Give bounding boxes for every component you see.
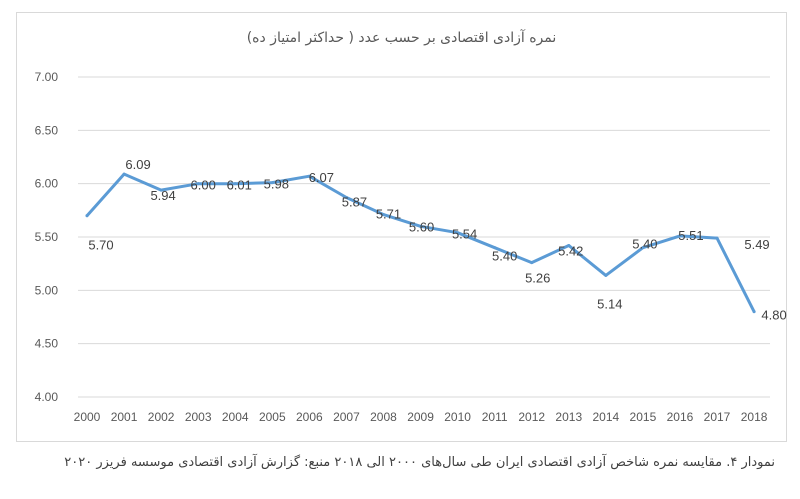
data-point — [715, 236, 719, 240]
data-point — [641, 246, 645, 250]
data-point — [344, 196, 348, 200]
data-label: 5.94 — [150, 188, 175, 203]
data-label: 6.07 — [309, 170, 334, 185]
chart-title: نمره آزادی اقتصادی بر حسب عدد ( حداکثر ا… — [246, 30, 557, 46]
x-tick-label: 2017 — [704, 410, 731, 424]
data-point — [752, 310, 756, 314]
data-point — [159, 188, 163, 192]
y-tick-label: 4.00 — [35, 390, 59, 404]
data-point — [604, 273, 608, 277]
data-label: 5.40 — [632, 237, 657, 252]
y-tick-label: 4.50 — [35, 337, 59, 351]
data-point — [307, 174, 311, 178]
y-tick-label: 5.00 — [35, 283, 59, 297]
data-label: 5.70 — [88, 238, 113, 253]
data-label: 5.42 — [558, 244, 583, 259]
x-tick-label: 2007 — [333, 410, 360, 424]
x-tick-label: 2001 — [111, 410, 138, 424]
x-tick-label: 2002 — [148, 410, 175, 424]
data-point — [85, 214, 89, 218]
data-label: 5.71 — [376, 207, 401, 222]
x-tick-label: 2015 — [630, 410, 657, 424]
y-tick-label: 6.00 — [35, 177, 59, 191]
x-tick-label: 2008 — [370, 410, 397, 424]
data-point — [233, 182, 237, 186]
figure-caption: نمودار ۴. مقایسه نمره شاخص آزادی اقتصادی… — [64, 455, 775, 470]
data-point — [381, 213, 385, 217]
data-point — [270, 181, 274, 185]
data-label: 5.40 — [492, 249, 517, 264]
data-point — [567, 244, 571, 248]
x-tick-label: 2014 — [592, 410, 619, 424]
x-tick-label: 2012 — [518, 410, 545, 424]
y-tick-label: 7.00 — [35, 70, 59, 84]
x-tick-label: 2016 — [667, 410, 694, 424]
data-label: 4.80 — [761, 308, 786, 323]
x-tick-label: 2004 — [222, 410, 249, 424]
data-label: 5.14 — [597, 296, 622, 311]
y-tick-label: 5.50 — [35, 230, 59, 244]
x-tick-label: 2000 — [74, 410, 101, 424]
data-point — [419, 224, 423, 228]
x-tick-label: 2005 — [259, 410, 286, 424]
data-point — [530, 261, 534, 265]
x-tick-label: 2011 — [482, 410, 508, 424]
data-point — [456, 231, 460, 235]
data-label: 5.87 — [342, 195, 367, 210]
data-label: 5.98 — [264, 177, 289, 192]
data-point — [122, 172, 126, 176]
chart-frame — [16, 12, 787, 442]
x-tick-label: 2006 — [296, 410, 323, 424]
data-label: 5.60 — [409, 219, 434, 234]
data-label: 6.01 — [227, 178, 252, 193]
data-label: 5.51 — [678, 228, 703, 243]
data-label: 5.49 — [744, 237, 769, 252]
data-label: 5.26 — [525, 271, 550, 286]
x-tick-label: 2009 — [407, 410, 434, 424]
data-label: 6.00 — [191, 178, 216, 193]
data-label: 5.54 — [452, 227, 477, 242]
data-point — [196, 182, 200, 186]
x-tick-label: 2010 — [444, 410, 471, 424]
data-point — [678, 234, 682, 238]
y-tick-label: 6.50 — [35, 123, 59, 137]
data-label: 6.09 — [125, 157, 150, 172]
x-tick-label: 2003 — [185, 410, 212, 424]
x-tick-label: 2018 — [741, 410, 768, 424]
data-point — [493, 246, 497, 250]
x-tick-label: 2013 — [555, 410, 582, 424]
